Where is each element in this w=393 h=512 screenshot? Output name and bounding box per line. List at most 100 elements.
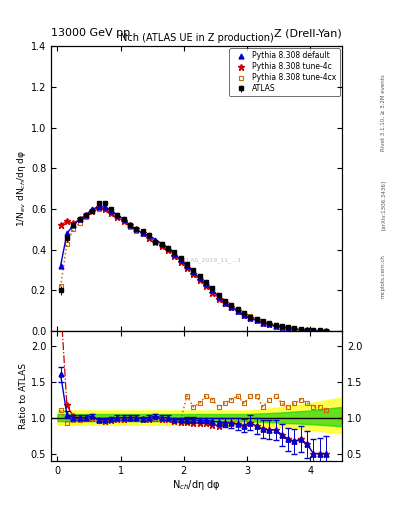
Pythia 8.308 default bbox=[58, 263, 63, 269]
Pythia 8.308 tune-4c bbox=[229, 304, 233, 310]
Pythia 8.308 default bbox=[292, 326, 297, 332]
Pythia 8.308 default bbox=[140, 230, 145, 237]
Pythia 8.308 tune-4cx bbox=[58, 283, 63, 289]
Pythia 8.308 default bbox=[134, 226, 139, 232]
Pythia 8.308 tune-4cx bbox=[191, 267, 196, 273]
Pythia 8.308 tune-4cx bbox=[103, 206, 107, 212]
Pythia 8.308 tune-4cx bbox=[254, 316, 259, 322]
Pythia 8.308 tune-4cx bbox=[134, 228, 139, 234]
Pythia 8.308 tune-4cx bbox=[261, 318, 265, 325]
Text: 13000 GeV pp: 13000 GeV pp bbox=[51, 28, 130, 38]
Pythia 8.308 tune-4c bbox=[216, 295, 221, 302]
Pythia 8.308 default bbox=[254, 317, 259, 324]
Pythia 8.308 default bbox=[324, 328, 329, 334]
Pythia 8.308 tune-4cx bbox=[147, 234, 151, 241]
Pythia 8.308 tune-4c bbox=[140, 230, 145, 237]
Pythia 8.308 tune-4c bbox=[96, 204, 101, 210]
Pythia 8.308 tune-4c bbox=[311, 328, 316, 334]
Pythia 8.308 tune-4cx bbox=[71, 226, 75, 232]
Pythia 8.308 tune-4cx bbox=[222, 297, 227, 304]
Pythia 8.308 tune-4cx bbox=[242, 310, 246, 316]
Pythia 8.308 tune-4c bbox=[160, 243, 164, 249]
Pythia 8.308 tune-4cx bbox=[292, 326, 297, 332]
Pythia 8.308 tune-4c bbox=[318, 328, 322, 334]
Pythia 8.308 tune-4c bbox=[298, 327, 303, 333]
Legend: Pythia 8.308 default, Pythia 8.308 tune-4c, Pythia 8.308 tune-4cx, ATLAS: Pythia 8.308 default, Pythia 8.308 tune-… bbox=[230, 48, 340, 96]
Pythia 8.308 tune-4cx bbox=[185, 263, 189, 269]
Pythia 8.308 tune-4cx bbox=[311, 327, 316, 333]
Pythia 8.308 tune-4c bbox=[64, 218, 69, 224]
Pythia 8.308 tune-4cx bbox=[128, 224, 132, 230]
Text: Nch (ATLAS UE in Z production): Nch (ATLAS UE in Z production) bbox=[119, 33, 274, 43]
Pythia 8.308 tune-4cx bbox=[273, 323, 278, 329]
Pythia 8.308 tune-4c bbox=[121, 218, 126, 224]
Pythia 8.308 tune-4cx bbox=[96, 206, 101, 212]
Pythia 8.308 tune-4cx bbox=[298, 327, 303, 333]
Pythia 8.308 default bbox=[147, 232, 151, 239]
Pythia 8.308 default bbox=[153, 237, 158, 243]
Line: Pythia 8.308 tune-4cx: Pythia 8.308 tune-4cx bbox=[58, 206, 329, 333]
Pythia 8.308 tune-4cx bbox=[64, 241, 69, 247]
Pythia 8.308 tune-4cx bbox=[166, 247, 171, 253]
Pythia 8.308 tune-4cx bbox=[235, 306, 240, 312]
Pythia 8.308 tune-4c bbox=[115, 214, 120, 220]
Pythia 8.308 default bbox=[298, 327, 303, 333]
Pythia 8.308 default bbox=[305, 327, 310, 333]
Pythia 8.308 default bbox=[128, 222, 132, 228]
Pythia 8.308 tune-4cx bbox=[109, 210, 114, 216]
Pythia 8.308 tune-4c bbox=[242, 312, 246, 318]
Pythia 8.308 default bbox=[109, 208, 114, 214]
Pythia 8.308 tune-4cx bbox=[115, 214, 120, 220]
Pythia 8.308 default bbox=[185, 263, 189, 269]
Pythia 8.308 default bbox=[286, 325, 290, 331]
Pythia 8.308 default bbox=[235, 308, 240, 314]
Line: Pythia 8.308 tune-4c: Pythia 8.308 tune-4c bbox=[57, 204, 329, 334]
Pythia 8.308 tune-4c bbox=[58, 222, 63, 228]
Pythia 8.308 tune-4c bbox=[103, 206, 107, 212]
Y-axis label: 1/N$_{ev}$ dN$_{ch}$/dη dφ: 1/N$_{ev}$ dN$_{ch}$/dη dφ bbox=[15, 150, 28, 227]
Pythia 8.308 default bbox=[273, 323, 278, 329]
Pythia 8.308 tune-4c bbox=[77, 216, 82, 222]
Pythia 8.308 tune-4c bbox=[254, 317, 259, 324]
Pythia 8.308 default bbox=[121, 216, 126, 222]
Pythia 8.308 tune-4c bbox=[166, 247, 171, 253]
Pythia 8.308 tune-4c bbox=[83, 212, 88, 218]
Pythia 8.308 default bbox=[160, 241, 164, 247]
Pythia 8.308 tune-4c bbox=[178, 259, 183, 265]
Pythia 8.308 tune-4c bbox=[191, 271, 196, 278]
Pythia 8.308 default bbox=[197, 275, 202, 281]
Pythia 8.308 default bbox=[64, 230, 69, 237]
Pythia 8.308 tune-4cx bbox=[178, 257, 183, 263]
Text: Z (Drell-Yan): Z (Drell-Yan) bbox=[274, 28, 342, 38]
Pythia 8.308 default bbox=[77, 216, 82, 222]
Pythia 8.308 default bbox=[96, 204, 101, 210]
Pythia 8.308 tune-4c bbox=[134, 226, 139, 232]
Pythia 8.308 default bbox=[279, 324, 284, 330]
Y-axis label: Ratio to ATLAS: Ratio to ATLAS bbox=[19, 363, 28, 429]
Pythia 8.308 default bbox=[267, 322, 272, 328]
Pythia 8.308 tune-4cx bbox=[90, 208, 95, 214]
Pythia 8.308 default bbox=[318, 328, 322, 334]
Pythia 8.308 tune-4cx bbox=[229, 302, 233, 308]
Text: mcplots.cern.ch: mcplots.cern.ch bbox=[381, 254, 386, 298]
Pythia 8.308 tune-4c bbox=[204, 283, 208, 289]
Pythia 8.308 default bbox=[261, 319, 265, 326]
Pythia 8.308 default bbox=[172, 251, 177, 257]
Pythia 8.308 tune-4c bbox=[248, 315, 253, 321]
Pythia 8.308 tune-4c bbox=[273, 323, 278, 329]
Pythia 8.308 tune-4cx bbox=[324, 328, 329, 334]
Pythia 8.308 tune-4c bbox=[109, 210, 114, 216]
Line: Pythia 8.308 default: Pythia 8.308 default bbox=[58, 204, 329, 333]
Pythia 8.308 tune-4cx bbox=[121, 218, 126, 224]
Pythia 8.308 default bbox=[229, 304, 233, 310]
Pythia 8.308 tune-4cx bbox=[318, 328, 322, 334]
Text: Rivet 3.1.10, ≥ 3.2M events: Rivet 3.1.10, ≥ 3.2M events bbox=[381, 74, 386, 151]
Pythia 8.308 default bbox=[311, 328, 316, 334]
Pythia 8.308 default bbox=[191, 269, 196, 275]
Pythia 8.308 tune-4cx bbox=[140, 230, 145, 237]
Pythia 8.308 default bbox=[115, 212, 120, 218]
Pythia 8.308 tune-4cx bbox=[305, 327, 310, 333]
Pythia 8.308 default bbox=[71, 222, 75, 228]
Pythia 8.308 tune-4cx bbox=[204, 279, 208, 285]
Pythia 8.308 default bbox=[166, 245, 171, 251]
